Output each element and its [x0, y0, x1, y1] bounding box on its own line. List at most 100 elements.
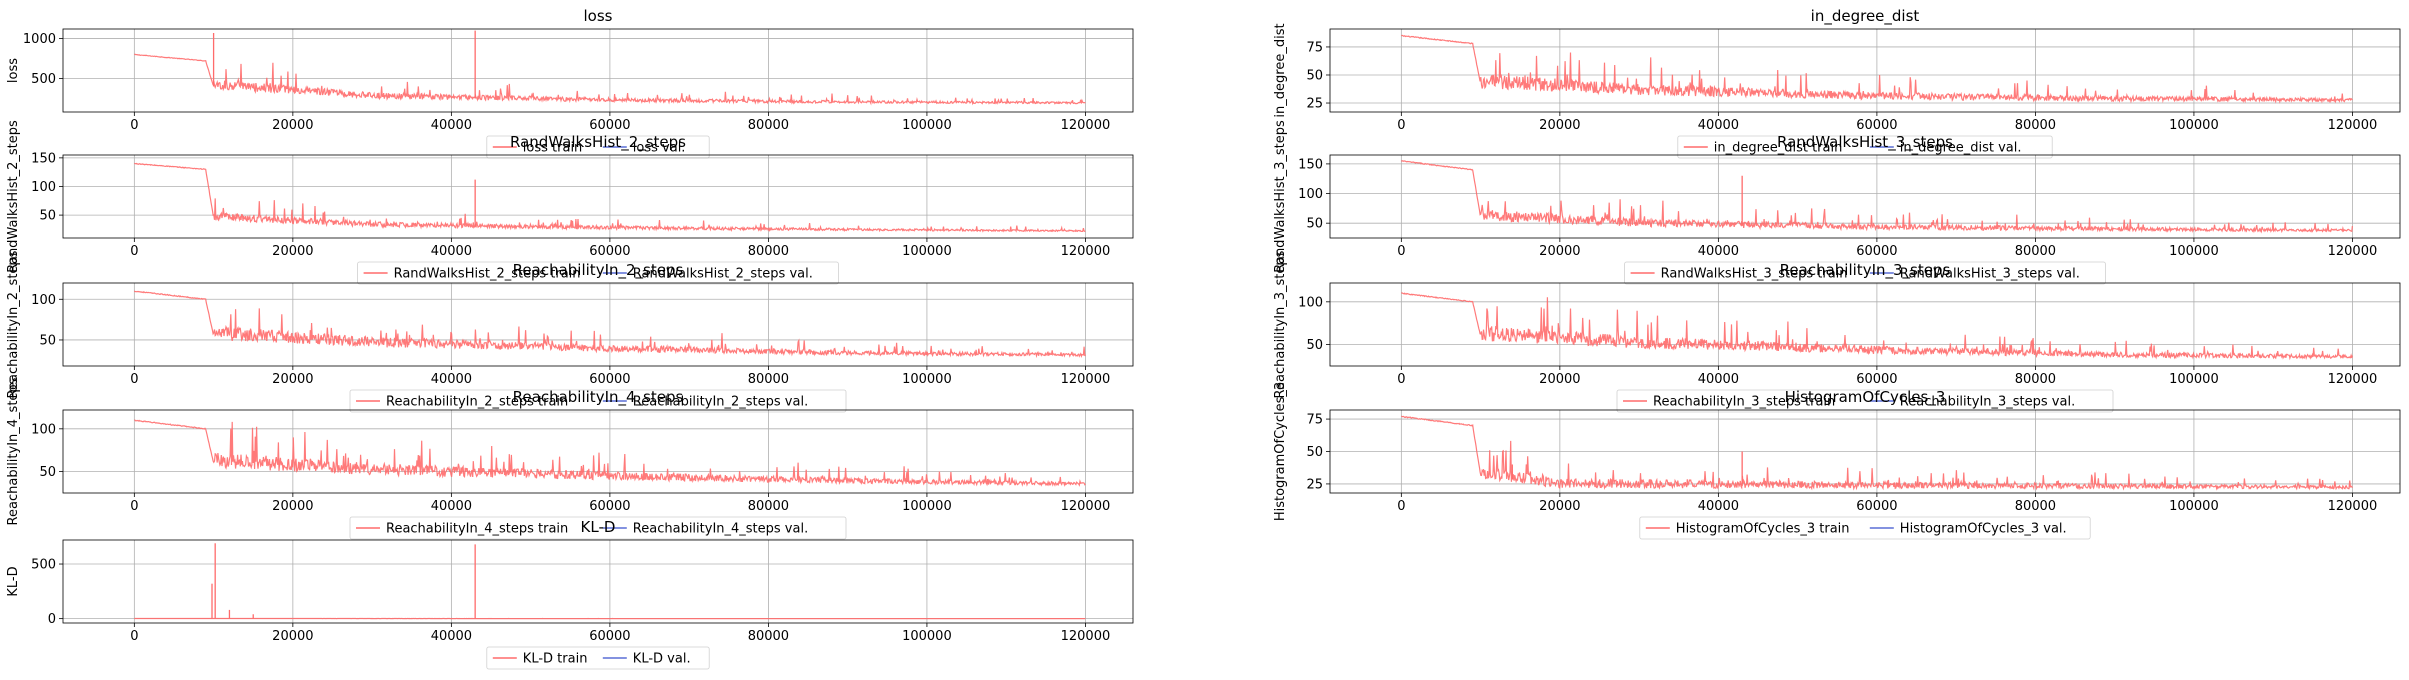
axes-frame — [62, 539, 1134, 624]
x-tick-label: 40000 — [1698, 499, 1739, 514]
y-axis-label: KL-D — [6, 566, 21, 596]
chart-title: ReachabilityIn_4_steps — [513, 388, 684, 407]
y-axis-label: loss — [6, 58, 21, 83]
legend-entry: ReachabilityIn_4_steps train — [386, 522, 568, 537]
x-tick-label: 120000 — [1061, 629, 1111, 644]
legend-entry: RandWalksHist_3_steps train — [1661, 267, 1848, 282]
y-axis-label: ReachabilityIn_4_steps — [6, 377, 21, 525]
legend: loss train loss val. — [486, 135, 710, 159]
x-tick-label: 120000 — [1061, 118, 1111, 133]
x-tick-label: 40000 — [1698, 372, 1739, 387]
x-tick-label: 20000 — [272, 244, 313, 259]
legend-entry: RandWalksHist_3_steps val. — [1900, 267, 2080, 282]
x-tick-label: 100000 — [902, 118, 952, 133]
y-axis-label: RandWalksHist_3_steps — [1273, 120, 1288, 273]
chart-title: KL-D — [581, 518, 616, 536]
x-tick-label: 80000 — [748, 629, 789, 644]
series-line-0 — [134, 419, 1086, 487]
x-tick-label: 0 — [130, 372, 138, 387]
y-tick-label: 100 — [31, 293, 56, 308]
x-tick-label: 60000 — [589, 244, 630, 259]
y-tick-label: 50 — [1306, 338, 1323, 353]
x-tick-label: 80000 — [748, 499, 789, 514]
x-tick-label: 120000 — [2328, 118, 2378, 133]
axes-frame — [1329, 154, 2401, 239]
y-tick-label: 50 — [39, 333, 56, 348]
x-tick-label: 40000 — [431, 629, 472, 644]
x-tick-label: 0 — [130, 118, 138, 133]
legend: ReachabilityIn_3_steps train Reachability… — [1616, 389, 2114, 413]
axes-frame — [62, 282, 1134, 367]
x-tick-label: 60000 — [1856, 499, 1897, 514]
subplot-3: 0 20000 40000 60000 80000 100000 120000 50 100 15… — [1273, 120, 2401, 285]
legend: HistogramOfCycles_3 train HistogramOfCycl… — [1639, 516, 2091, 540]
x-tick-label: 20000 — [1539, 372, 1580, 387]
series-line-0 — [1401, 34, 2353, 104]
x-tick-label: 120000 — [2328, 499, 2378, 514]
y-tick-label: 50 — [39, 465, 56, 480]
series-line-0 — [1401, 160, 2353, 234]
y-tick-label: 100 — [1298, 187, 1323, 202]
x-tick-label: 80000 — [748, 372, 789, 387]
y-tick-label: 100 — [31, 180, 56, 195]
x-tick-label: 100000 — [902, 629, 952, 644]
x-tick-label: 100000 — [902, 372, 952, 387]
legend-entry: KL-D val. — [633, 652, 691, 667]
x-tick-label: 20000 — [1539, 499, 1580, 514]
legend-box — [349, 516, 847, 540]
x-tick-label: 80000 — [748, 118, 789, 133]
x-tick-label: 80000 — [2015, 372, 2056, 387]
chart-title: loss — [584, 7, 613, 25]
legend-entry: ReachabilityIn_3_steps val. — [1900, 395, 2075, 410]
chart-title: ReachabilityIn_2_steps — [513, 261, 684, 280]
legend-box — [1616, 389, 2114, 413]
x-tick-label: 120000 — [2328, 244, 2378, 259]
subplot-8: 0 20000 40000 60000 80000 100000 120000 0 500 KL-… — [6, 518, 1134, 670]
x-tick-label: 120000 — [1061, 244, 1111, 259]
legend-entry: HistogramOfCycles_3 train — [1676, 522, 1850, 537]
x-tick-label: 60000 — [1856, 372, 1897, 387]
subplot-5: 0 20000 40000 60000 80000 100000 120000 50 100 Re… — [1273, 250, 2401, 413]
y-tick-label: 50 — [1306, 68, 1323, 83]
x-tick-label: 60000 — [589, 118, 630, 133]
y-tick-label: 50 — [1306, 217, 1323, 232]
x-tick-label: 40000 — [1698, 118, 1739, 133]
x-tick-label: 80000 — [748, 244, 789, 259]
legend-box — [1624, 261, 2106, 285]
legend-entry: RandWalksHist_2_steps val. — [633, 267, 813, 282]
y-axis-label: ReachabilityIn_2_steps — [6, 250, 21, 398]
x-tick-label: 100000 — [2169, 372, 2219, 387]
legend: in_degree_dist train in_degree_dist val. — [1677, 135, 2053, 159]
legend-entry: ReachabilityIn_2_steps val. — [633, 395, 808, 410]
x-tick-label: 60000 — [589, 372, 630, 387]
x-tick-label: 120000 — [2328, 372, 2378, 387]
legend: RandWalksHist_2_steps train RandWalksHist… — [357, 261, 839, 285]
x-tick-label: 100000 — [2169, 244, 2219, 259]
axes-frame — [1329, 28, 2401, 113]
y-axis-label: in_degree_dist — [1273, 23, 1288, 117]
x-tick-label: 80000 — [2015, 118, 2056, 133]
y-tick-label: 150 — [31, 151, 56, 166]
legend: ReachabilityIn_2_steps train Reachability… — [349, 389, 847, 413]
legend-box — [486, 646, 710, 670]
y-axis-label: HistogramOfCycles_3 — [1273, 382, 1288, 521]
x-tick-label: 0 — [1397, 372, 1405, 387]
x-tick-label: 100000 — [902, 499, 952, 514]
x-tick-label: 0 — [130, 629, 138, 644]
x-tick-label: 80000 — [2015, 499, 2056, 514]
subplot-1: 0 20000 40000 60000 80000 100000 120000 25 50 75 i… — [1273, 7, 2401, 159]
y-axis-label: ReachabilityIn_3_steps — [1273, 250, 1288, 398]
legend-entry: ReachabilityIn_2_steps train — [386, 395, 568, 410]
legend-box — [357, 261, 839, 285]
y-tick-label: 500 — [31, 558, 56, 573]
subplot-0: 0 20000 40000 60000 80000 100000 120000 500 1000… — [6, 7, 1134, 159]
y-tick-label: 1000 — [23, 32, 56, 47]
x-tick-label: 20000 — [272, 118, 313, 133]
subplot-4: 0 20000 40000 60000 80000 100000 120000 50 100 Re… — [6, 250, 1134, 413]
subplot-2: 0 20000 40000 60000 80000 100000 120000 50 100 15… — [6, 120, 1134, 285]
legend: RandWalksHist_3_steps train RandWalksHist… — [1624, 261, 2106, 285]
axes-frame — [62, 409, 1134, 494]
y-tick-label: 100 — [31, 422, 56, 437]
x-tick-label: 100000 — [2169, 118, 2219, 133]
